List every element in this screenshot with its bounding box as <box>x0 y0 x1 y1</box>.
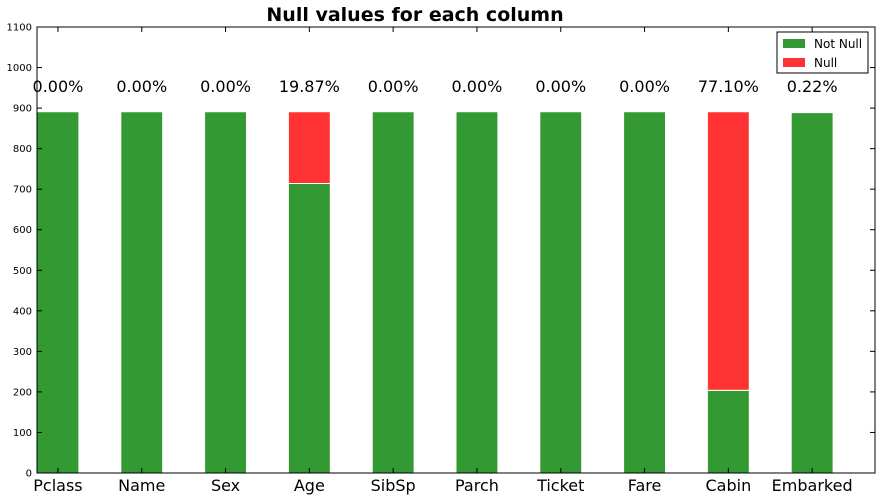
bar-cabin-null <box>706 111 750 391</box>
percent-label-sex: 0.00% <box>200 77 251 96</box>
x-tick-label-pclass: Pclass <box>33 476 82 495</box>
y-tick-label-300: 300 <box>13 347 32 358</box>
y-tick-label-900: 900 <box>13 104 32 115</box>
legend-swatch-null <box>783 58 805 67</box>
percent-label-embarked: 0.22% <box>787 77 838 96</box>
chart-title: Null values for each column <box>266 4 563 26</box>
x-tick-label-embarked: Embarked <box>772 476 853 495</box>
bar-age-null <box>287 111 331 185</box>
percent-label-sibsp: 0.00% <box>368 77 419 96</box>
y-tick-label-1000: 1000 <box>7 63 32 74</box>
bar-embarked-null <box>790 111 834 114</box>
percent-label-parch: 0.00% <box>452 77 503 96</box>
bar-parch-not-null <box>455 111 499 474</box>
y-tick-label-100: 100 <box>13 428 32 439</box>
legend-swatch-not-null <box>783 39 805 48</box>
x-tick-label-name: Name <box>118 476 165 495</box>
bar-ticket-not-null <box>539 111 583 474</box>
x-tick-label-fare: Fare <box>628 476 662 495</box>
percent-label-ticket: 0.00% <box>535 77 586 96</box>
bar-name-not-null <box>120 111 164 474</box>
bar-age-not-null <box>287 183 331 474</box>
bar-sex-not-null <box>204 111 248 474</box>
y-tick-label-0: 0 <box>26 469 32 480</box>
y-tick-label-1100: 1100 <box>7 23 32 34</box>
bar-cabin-not-null <box>706 389 750 474</box>
x-axis: Pclass Name Sex Age SibSp Parch Ticket Fare Cabi… <box>33 27 853 495</box>
legend: Not Null Null <box>776 31 869 74</box>
bar-fare-not-null <box>623 111 666 474</box>
percent-label-cabin: 77.10% <box>698 77 759 96</box>
bars-layer <box>36 111 834 474</box>
legend-label-not-null: Not Null <box>814 37 862 51</box>
bar-embarked-not-null <box>790 112 834 474</box>
y-tick-label-800: 800 <box>13 144 32 155</box>
legend-label-null: Null <box>814 56 837 70</box>
y-tick-label-200: 200 <box>13 387 32 398</box>
bar-pclass-not-null <box>36 111 80 474</box>
y-tick-label-600: 600 <box>13 225 32 236</box>
plot-frame <box>36 26 876 474</box>
percent-label-age: 19.87% <box>279 77 340 96</box>
x-tick-label-cabin: Cabin <box>705 476 751 495</box>
x-tick-label-sibsp: SibSp <box>371 476 416 495</box>
percent-label-name: 0.00% <box>116 77 167 96</box>
y-tick-label-500: 500 <box>13 266 32 277</box>
x-tick-label-age: Age <box>294 476 325 495</box>
bar-sibsp-not-null <box>371 111 415 474</box>
x-tick-label-sex: Sex <box>211 476 240 495</box>
y-axis: 0 100 200 300 400 500 600 700 800 900 1000 1100 <box>7 23 875 480</box>
x-tick-label-parch: Parch <box>455 476 499 495</box>
percent-label-pclass: 0.00% <box>33 77 84 96</box>
percent-labels-layer: 0.00% 0.00% 0.00% 19.87% 0.00% 0.00% 0.00% 0.00… <box>33 77 838 96</box>
y-tick-label-400: 400 <box>13 306 32 317</box>
percent-label-fare: 0.00% <box>619 77 670 96</box>
y-tick-label-700: 700 <box>13 185 32 196</box>
x-tick-label-ticket: Ticket <box>536 476 584 495</box>
